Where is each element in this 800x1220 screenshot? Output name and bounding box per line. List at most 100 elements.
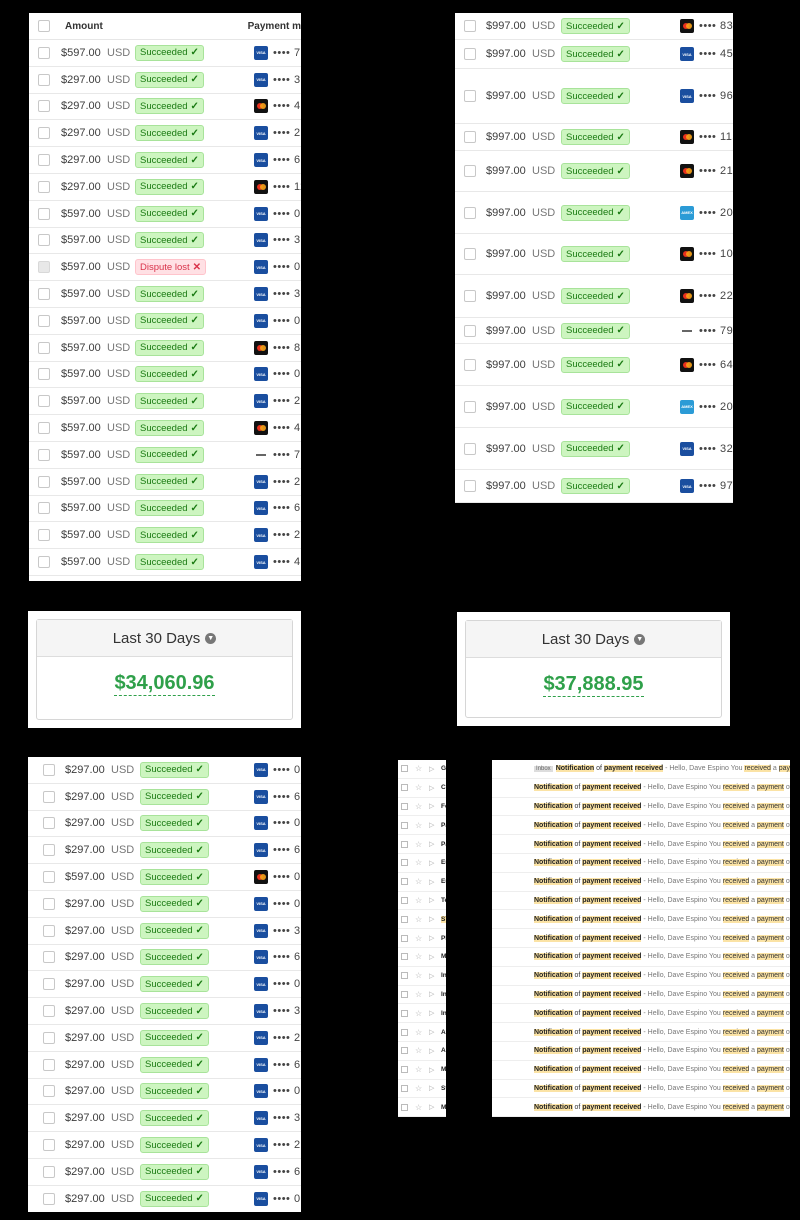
table-row[interactable]: $997.00 USD Succeeded ✓ •••• 64 (455, 344, 733, 386)
row-checkbox[interactable] (43, 871, 55, 884)
email-row[interactable]: ☆▷In g vi.Notification of payment receiv… (398, 986, 790, 1005)
table-row[interactable]: $597.00 USD Succeeded ✓ VISA •••• 3 (29, 228, 301, 255)
email-row[interactable]: ☆▷Eu via .Notification of payment receiv… (398, 854, 790, 873)
table-row[interactable]: $597.00 USD Succeeded ✓ VISA •••• 2 (29, 388, 301, 416)
important-icon[interactable]: ▷ (429, 841, 435, 849)
table-row[interactable]: $297.00 USD Succeeded ✓ VISA •••• 6 (28, 1052, 301, 1079)
table-row[interactable]: $997.00 USD Succeeded ✓ VISA •••• 97 (455, 470, 733, 503)
row-checkbox[interactable] (38, 261, 50, 274)
email-checkbox[interactable] (401, 1084, 408, 1092)
row-checkbox[interactable] (464, 358, 476, 371)
important-icon[interactable]: ▷ (429, 935, 435, 943)
important-icon[interactable]: ▷ (429, 1104, 435, 1112)
row-checkbox[interactable] (38, 234, 50, 247)
row-checkbox[interactable] (38, 422, 50, 435)
table-row[interactable]: $597.00 USD Succeeded ✓ •••• 0 (28, 864, 301, 891)
email-checkbox[interactable] (401, 840, 408, 848)
important-icon[interactable]: ▷ (429, 859, 435, 867)
email-checkbox[interactable] (401, 990, 408, 998)
star-icon[interactable]: ☆ (415, 989, 423, 999)
row-checkbox[interactable] (464, 400, 476, 413)
email-row[interactable]: ☆▷Pa s Pa.Notification of payment receiv… (398, 835, 790, 854)
important-icon[interactable]: ▷ (429, 1047, 435, 1055)
row-checkbox[interactable] (464, 442, 476, 455)
star-icon[interactable]: ☆ (415, 1027, 423, 1037)
star-icon[interactable]: ☆ (415, 877, 423, 887)
table-row[interactable]: $597.00 USD Succeeded ✓ VISA •••• 0 (29, 201, 301, 228)
table-row[interactable]: $997.00 USD Succeeded ✓ VISA •••• 96 (455, 69, 733, 124)
row-checkbox[interactable] (38, 73, 50, 86)
row-checkbox[interactable] (43, 924, 55, 937)
row-checkbox[interactable] (43, 817, 55, 830)
star-icon[interactable]: ☆ (415, 858, 423, 868)
important-icon[interactable]: ▷ (429, 878, 435, 886)
table-row[interactable]: $997.00 USD Succeeded✓ •••• 115 (455, 124, 733, 151)
important-icon[interactable]: ▷ (429, 953, 435, 961)
email-checkbox[interactable] (401, 784, 408, 792)
table-row[interactable]: $997.00 USD Succeeded ✓ •••• 22 (455, 275, 733, 318)
row-checkbox[interactable] (43, 978, 55, 991)
email-checkbox[interactable] (401, 878, 408, 886)
email-checkbox[interactable] (401, 859, 408, 867)
star-icon[interactable]: ☆ (415, 820, 423, 830)
email-checkbox[interactable] (401, 1066, 408, 1074)
row-checkbox[interactable] (43, 790, 55, 803)
star-icon[interactable]: ☆ (415, 764, 423, 774)
row-checkbox[interactable] (43, 1085, 55, 1098)
row-checkbox[interactable] (38, 180, 50, 193)
table-row[interactable]: $297.00 USD Succeeded ✓ VISA •••• 0 (28, 1079, 301, 1106)
table-row[interactable]: $997.00 USD Succeeded ✓ •••• 83 (455, 13, 733, 40)
row-checkbox[interactable] (38, 207, 50, 220)
row-checkbox[interactable] (38, 368, 50, 381)
table-row[interactable]: $997.00 USD Succeeded ✓ AMEX •••• 20 (455, 386, 733, 428)
row-checkbox[interactable] (38, 475, 50, 488)
important-icon[interactable]: ▷ (429, 784, 435, 792)
row-checkbox[interactable] (43, 1165, 55, 1178)
table-row[interactable]: $597.00 USD Succeeded ✓ VISA •••• 0 (29, 308, 301, 335)
table-row[interactable]: $597.00 USD Succeeded ✓ •••• 7 (29, 442, 301, 469)
important-icon[interactable]: ▷ (429, 897, 435, 905)
row-checkbox[interactable] (464, 290, 476, 302)
table-row[interactable]: $597.00 USD Succeeded ✓ VISA •••• 0 (29, 362, 301, 389)
star-icon[interactable]: ☆ (415, 914, 423, 924)
table-row[interactable]: $297.00 USD Succeeded ✓ VISA •••• 2 (28, 1132, 301, 1159)
table-row[interactable]: $297.00 USD Succeeded ✓ VISA •••• 0 (28, 811, 301, 838)
table-row[interactable]: $297.00 USD Succeeded ✓ VISA •••• 6 (28, 1159, 301, 1186)
table-row[interactable]: $597.00 USD Succeeded ✓ VISA •••• 6 (29, 496, 301, 523)
email-checkbox[interactable] (401, 765, 408, 773)
table-row[interactable]: $997.00 USD Succeeded ✓ VISA •••• 32 (455, 428, 733, 470)
payment-method-column-header[interactable]: Payment m (247, 20, 301, 32)
table-row[interactable]: $597.00 USD Succeeded ✓ •••• 8 (29, 335, 301, 362)
row-checkbox[interactable] (38, 448, 50, 461)
stat-period-selector[interactable]: Last 30 Days ▼ (37, 620, 292, 657)
table-row[interactable]: $597.00 USD Succeeded ✓ VISA •••• 4 (29, 549, 301, 576)
important-icon[interactable]: ▷ (429, 1010, 435, 1018)
table-row[interactable]: $297.00 USD Succeeded✓ •••• 11 (29, 174, 301, 201)
row-checkbox[interactable] (38, 288, 50, 301)
row-checkbox[interactable] (38, 154, 50, 167)
table-row[interactable]: $597.00 USD Succeeded ✓ •••• 4 (29, 415, 301, 442)
amount-column-header[interactable]: Amount (65, 20, 103, 32)
star-icon[interactable]: ☆ (415, 933, 423, 943)
table-row[interactable]: $297.00 USD Succeeded ✓ VISA •••• 2 (29, 120, 301, 148)
row-checkbox[interactable] (43, 1139, 55, 1152)
table-row[interactable]: $297.00 USD Succeeded ✓ VISA •••• 6 (29, 147, 301, 174)
table-row[interactable]: $297.00 USD Succeeded ✓ VISA •••• 0 (28, 891, 301, 918)
row-checkbox[interactable] (43, 1031, 55, 1044)
important-icon[interactable]: ▷ (429, 1029, 435, 1037)
row-checkbox[interactable] (38, 529, 50, 542)
important-icon[interactable]: ▷ (429, 991, 435, 999)
row-checkbox[interactable] (464, 131, 476, 143)
table-row[interactable]: $297.00 USD Succeeded ✓ VISA •••• 6 (28, 945, 301, 972)
row-checkbox[interactable] (43, 1058, 55, 1071)
important-icon[interactable]: ▷ (429, 972, 435, 980)
email-checkbox[interactable] (401, 1009, 408, 1017)
row-checkbox[interactable] (464, 480, 476, 492)
row-checkbox[interactable] (464, 206, 476, 219)
row-checkbox[interactable] (43, 1005, 55, 1018)
row-checkbox[interactable] (43, 951, 55, 964)
table-row[interactable]: $297.00 USD Succeeded ✓ VISA •••• 6 (28, 784, 301, 811)
table-row[interactable]: $297.00 USD Succeeded ✓ VISA •••• 3 (28, 998, 301, 1025)
email-checkbox[interactable] (401, 915, 408, 923)
important-icon[interactable]: ▷ (429, 1066, 435, 1074)
